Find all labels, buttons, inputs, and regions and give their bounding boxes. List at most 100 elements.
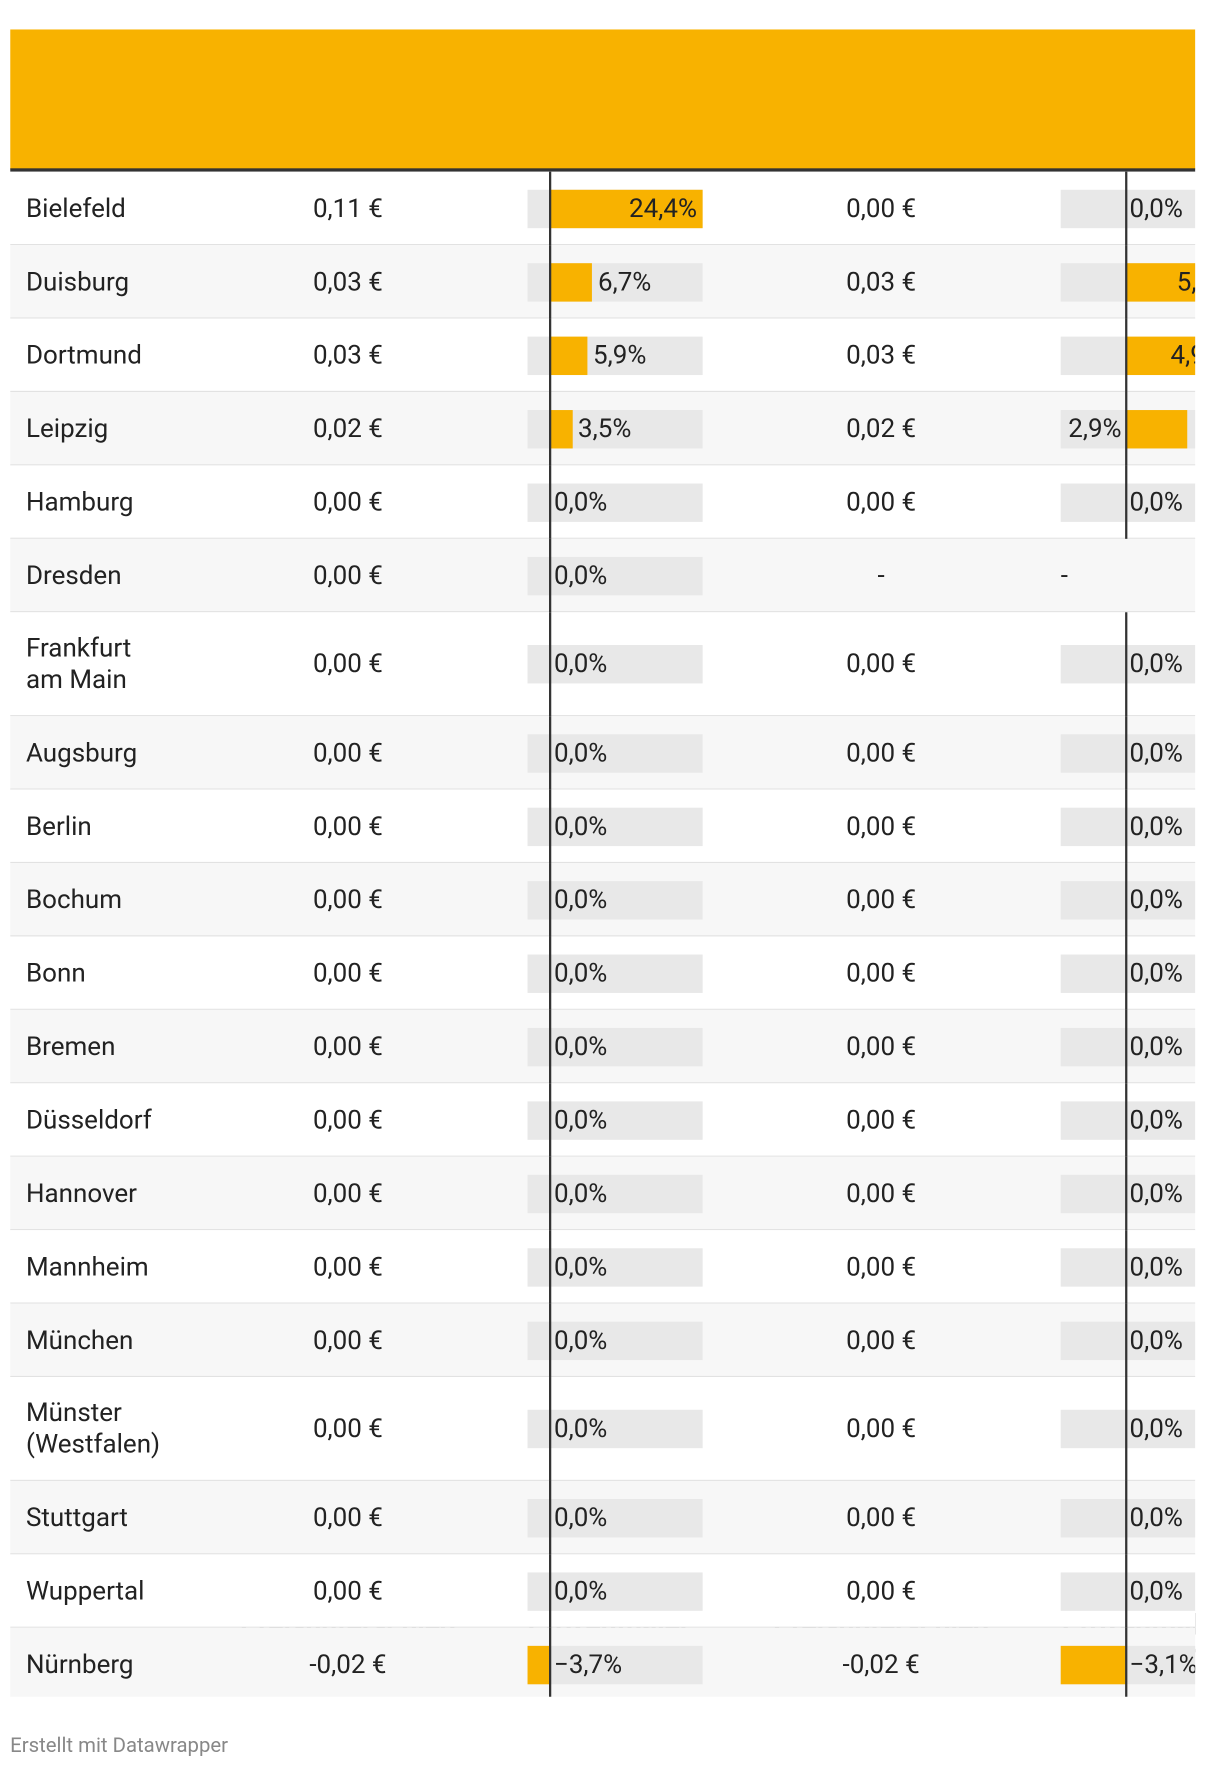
city: München [25,1324,134,1355]
dc-price-diff: 0,00 € [846,1413,917,1444]
bar-track [527,1409,703,1449]
zero-line [549,1627,552,1697]
dc-price-diff: 0,00 € [846,192,917,224]
dc-price-diff: 0,00 € [846,1324,917,1355]
zero-line [549,245,552,319]
city: Wuppertal [25,1575,145,1606]
bar-track [527,482,703,522]
bar-track [527,733,703,773]
bar-track [527,1321,703,1360]
city: Dortmund [25,339,142,370]
dc-price-diff: 0,00 € [846,1177,917,1209]
ac-price-diff: 0,00 € [312,1251,383,1282]
bar-track [527,1247,703,1287]
pct-label: 0,0% [553,810,608,842]
zero-line [1124,1156,1128,1231]
ac-price-diff: 0,00 € [312,1324,383,1355]
dc-price-diff: 0,00 € [846,957,917,988]
ac-price-diff: 0,00 € [312,1413,383,1444]
ac-price-diff: 0,00 € [312,957,383,988]
zero-line [549,1554,552,1628]
zero-line [549,1480,552,1555]
ac-price-diff: 0,00 € [312,1104,383,1135]
pct-label: 0,0% [1129,957,1183,988]
city: Hannover [25,1177,137,1209]
zero-line [549,716,552,790]
dc-price-diff: 0,00 € [846,648,917,679]
dc-price-diff: 0,00 € [846,1030,917,1062]
zero-line [549,465,552,539]
bar-track [1060,645,1196,684]
bar [550,409,573,448]
zero-line [1124,1377,1128,1481]
bar-track [527,1498,703,1537]
pct-label: 0,0% [1129,737,1183,768]
bar-track [1060,1498,1196,1537]
pct-label: 0,0% [1129,486,1183,517]
ac-price-diff: 0,00 € [312,559,383,591]
pct-label: 0,0% [553,1177,608,1209]
ac-price-diff: 0,00 € [312,1177,383,1209]
dc-price-diff: 0,03 € [846,266,917,297]
pct-label: 0,0% [1129,1251,1183,1282]
zero-line [549,1083,552,1157]
bar-track [1060,1321,1196,1360]
zero-line [1124,1627,1128,1697]
pct-label: 0,0% [1129,1575,1183,1606]
zero-line [549,789,552,864]
ac-price-diff: -0,02 € [309,1648,387,1680]
pct-label: 0,0% [1129,1177,1183,1209]
pct-label: 0,0% [1129,883,1183,915]
pct-label: 24,4% [629,192,697,224]
pct-label: 0,0% [553,559,608,591]
zero-line [549,863,552,937]
zero-line [1124,789,1128,864]
dc-price-diff: -0,02 € [842,1648,920,1680]
bar-track [1060,1571,1196,1611]
zero-line [1124,936,1128,1010]
bar [527,1645,551,1684]
zero-line [1124,863,1128,937]
dc-price-diff: 0,00 € [846,883,917,915]
zero-line [549,391,552,466]
bar [550,336,588,375]
dc-price-diff: - [877,559,885,591]
zero-line [1124,171,1128,246]
bar-track [1060,733,1196,773]
pct-label: 0,0% [1129,1030,1183,1062]
dc-price-diff: 0,00 € [846,810,917,842]
city: Münster (Westfalen) [25,1397,161,1460]
pct-label: 0,0% [553,1030,608,1062]
zero-line [1124,1083,1128,1157]
bar-track [527,1027,703,1066]
pct-label: 0,0% [1129,192,1183,224]
dc-price-diff: 0,00 € [846,1104,917,1135]
zero-line [1124,612,1128,717]
city: Mannheim [25,1251,149,1282]
bar-track [527,880,703,919]
dc-price-diff: 0,00 € [846,1501,917,1533]
ac-price-diff: 0,03 € [312,266,383,297]
city: Hamburg [25,486,134,517]
zero-line [549,171,552,246]
pct-label: 0,0% [553,1324,608,1355]
pct-label: 0,0% [1129,810,1183,842]
bar-track [1060,189,1196,228]
ac-price-diff: 0,00 € [312,737,383,768]
zero-line [549,538,552,613]
ac-price-diff: 0,00 € [312,1030,383,1062]
city: Bonn [25,957,86,988]
zero-line [1124,1303,1128,1378]
ac-price-diff: 0,00 € [312,1501,383,1533]
dc-price-diff: 0,03 € [846,339,917,370]
pct-label: 0,0% [553,1575,608,1606]
zero-line [1124,318,1128,392]
bar [1126,262,1196,302]
ac-price-diff: 0,03 € [312,339,383,370]
dc-price-diff: 0,00 € [846,1575,917,1606]
city: Nürnberg [25,1648,134,1680]
header-border [10,168,1196,172]
zero-line [1124,1554,1128,1628]
